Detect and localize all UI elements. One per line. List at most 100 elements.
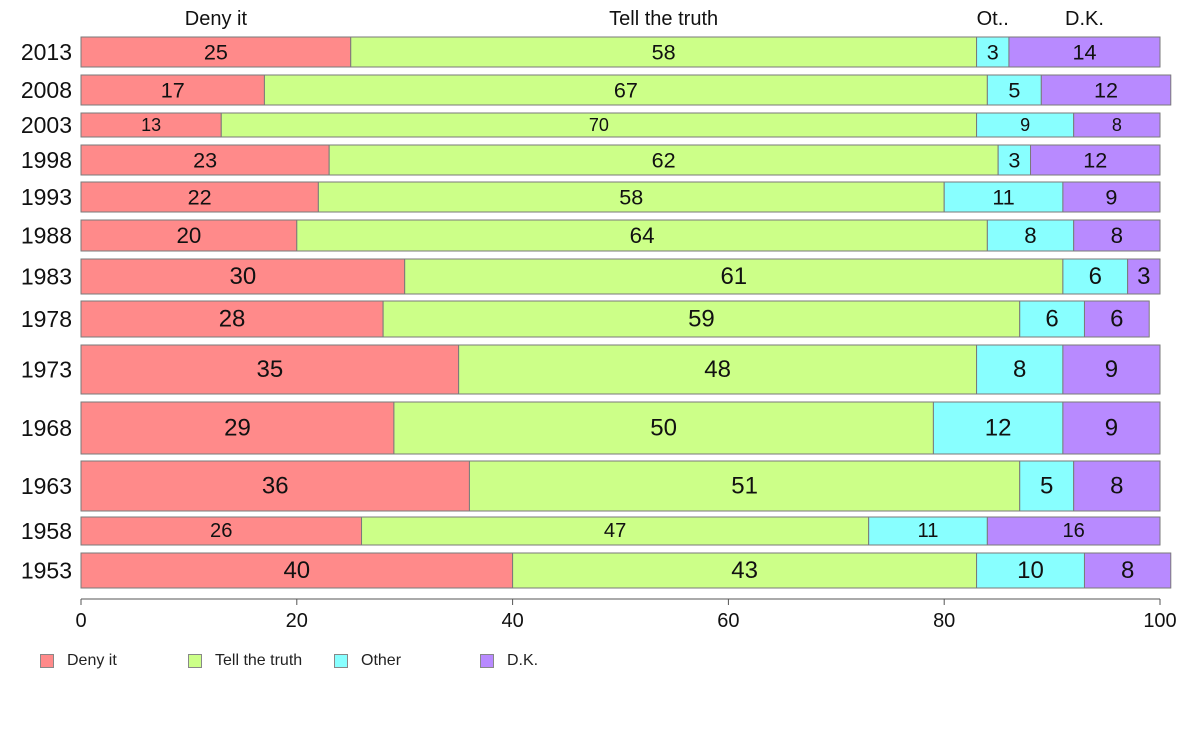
y-tick-label-2003: 2003 <box>21 112 72 138</box>
y-tick-label-1968: 1968 <box>21 415 72 441</box>
data-label-d-k-1998: 12 <box>1083 148 1107 173</box>
data-label-other-1963: 5 <box>1040 473 1053 500</box>
legend-item-other: Other <box>334 652 401 670</box>
bar-deny-it-1953 <box>80 552 514 589</box>
bar-tell-the-truth-1973 <box>458 344 978 395</box>
bar-other-1958 <box>868 516 988 546</box>
data-label-d-k-1973: 9 <box>1105 356 1118 383</box>
data-label-other-2008: 5 <box>1008 78 1020 103</box>
data-label-tell-the-truth-1958: 47 <box>604 520 626 542</box>
column-label-ot: Ot.. <box>977 8 1009 30</box>
bar-deny-it-1958 <box>80 516 363 546</box>
data-label-other-1993: 11 <box>992 185 1014 210</box>
y-tick-label-1978: 1978 <box>21 306 72 332</box>
data-label-d-k-1953: 8 <box>1121 557 1134 584</box>
data-label-tell-the-truth-2008: 67 <box>614 78 638 103</box>
bar-other-1953 <box>976 552 1085 589</box>
y-tick-label-1998: 1998 <box>21 147 72 173</box>
legend-item-dk: D.K. <box>480 652 538 670</box>
data-label-tell-the-truth-1998: 62 <box>652 148 676 173</box>
y-tick-label-2013: 2013 <box>21 39 72 65</box>
y-tick-label-1993: 1993 <box>21 184 72 210</box>
column-label-tell-the-truth: Tell the truth <box>609 8 718 30</box>
legend-swatch-dk <box>480 654 494 668</box>
data-label-other-1958: 11 <box>918 520 939 542</box>
data-label-deny-it-1953: 40 <box>283 557 310 584</box>
y-tick-label-1988: 1988 <box>21 223 72 249</box>
bar-deny-it-1998 <box>80 144 330 176</box>
bar-tell-the-truth-2003 <box>220 112 978 138</box>
y-tick-label-1983: 1983 <box>21 264 72 290</box>
bar-other-2013 <box>976 36 1010 68</box>
data-label-other-1953: 10 <box>1017 557 1044 584</box>
data-label-deny-it-1998: 23 <box>193 148 217 173</box>
bar-other-2008 <box>986 74 1042 106</box>
data-label-deny-it-2008: 17 <box>161 78 185 103</box>
bar-other-1983 <box>1062 258 1129 295</box>
bar-other-1988 <box>986 219 1075 252</box>
column-label-d-k: D.K. <box>1065 8 1104 30</box>
data-label-d-k-2013: 14 <box>1072 40 1096 65</box>
y-tick-label-1963: 1963 <box>21 473 72 499</box>
data-label-tell-the-truth-1973: 48 <box>704 356 731 383</box>
bar-tell-the-truth-1968 <box>393 401 934 455</box>
bar-tell-the-truth-1953 <box>512 552 978 589</box>
bar-tell-the-truth-1988 <box>296 219 988 252</box>
bar-d-k-1953 <box>1083 552 1172 589</box>
bar-deny-it-2013 <box>80 36 352 68</box>
legend-label-tell-the-truth: Tell the truth <box>215 652 303 669</box>
bar-tell-the-truth-2008 <box>263 74 988 106</box>
data-label-tell-the-truth-1963: 51 <box>731 473 758 500</box>
data-label-tell-the-truth-1993: 58 <box>619 185 643 210</box>
data-label-d-k-2008: 12 <box>1094 78 1118 103</box>
bar-tell-the-truth-1998 <box>328 144 999 176</box>
bar-other-1963 <box>1019 460 1075 512</box>
data-label-deny-it-1973: 35 <box>256 356 283 383</box>
bar-deny-it-1978 <box>80 300 384 338</box>
bar-deny-it-1963 <box>80 460 470 512</box>
legend-item-tell-the-truth: Tell the truth <box>188 652 302 670</box>
bar-d-k-1988 <box>1073 219 1161 252</box>
bar-d-k-2003 <box>1073 112 1161 138</box>
x-tick-label-40: 40 <box>501 610 523 632</box>
data-label-deny-it-1988: 20 <box>176 223 201 248</box>
data-label-other-1978: 6 <box>1045 306 1058 333</box>
bar-d-k-1963 <box>1073 460 1161 512</box>
data-label-other-1988: 8 <box>1024 223 1036 248</box>
x-tick-label-80: 80 <box>933 610 955 632</box>
bar-other-1993 <box>943 181 1064 213</box>
data-label-tell-the-truth-1978: 59 <box>688 306 715 333</box>
data-label-d-k-1988: 8 <box>1111 223 1123 248</box>
bar-tell-the-truth-1958 <box>361 516 870 546</box>
bar-deny-it-1968 <box>80 401 395 455</box>
legend-label-deny-it: Deny it <box>67 652 117 669</box>
legend-swatch-other <box>334 654 348 668</box>
bar-tell-the-truth-1993 <box>317 181 945 213</box>
y-tick-label-1973: 1973 <box>21 357 72 383</box>
bar-d-k-1968 <box>1062 401 1161 455</box>
x-tick-label-20: 20 <box>286 610 308 632</box>
x-tick-label-100: 100 <box>1143 610 1176 632</box>
data-label-d-k-2003: 8 <box>1112 115 1122 135</box>
bar-d-k-1993 <box>1062 181 1161 213</box>
data-label-other-2013: 3 <box>987 40 999 65</box>
data-label-tell-the-truth-1988: 64 <box>630 223 655 248</box>
data-label-tell-the-truth-1968: 50 <box>650 415 677 442</box>
data-label-other-1983: 6 <box>1089 263 1102 290</box>
data-label-deny-it-1983: 30 <box>229 263 256 290</box>
data-label-d-k-1978: 6 <box>1110 306 1123 333</box>
data-label-d-k-1963: 8 <box>1110 473 1123 500</box>
bar-other-1978 <box>1019 300 1085 338</box>
bar-tell-the-truth-1963 <box>468 460 1021 512</box>
x-tick-label-60: 60 <box>717 610 739 632</box>
data-label-d-k-1993: 9 <box>1105 185 1117 210</box>
y-tick-label-1953: 1953 <box>21 558 72 584</box>
data-label-deny-it-2013: 25 <box>204 40 228 65</box>
legend-label-other: Other <box>361 652 402 669</box>
data-label-tell-the-truth-1983: 61 <box>720 263 747 290</box>
bar-d-k-2013 <box>1008 36 1161 68</box>
data-label-other-1973: 8 <box>1013 356 1026 383</box>
y-tick-label-1958: 1958 <box>21 518 72 544</box>
legend-swatch-deny-it <box>40 654 54 668</box>
data-label-other-2003: 9 <box>1020 115 1030 135</box>
